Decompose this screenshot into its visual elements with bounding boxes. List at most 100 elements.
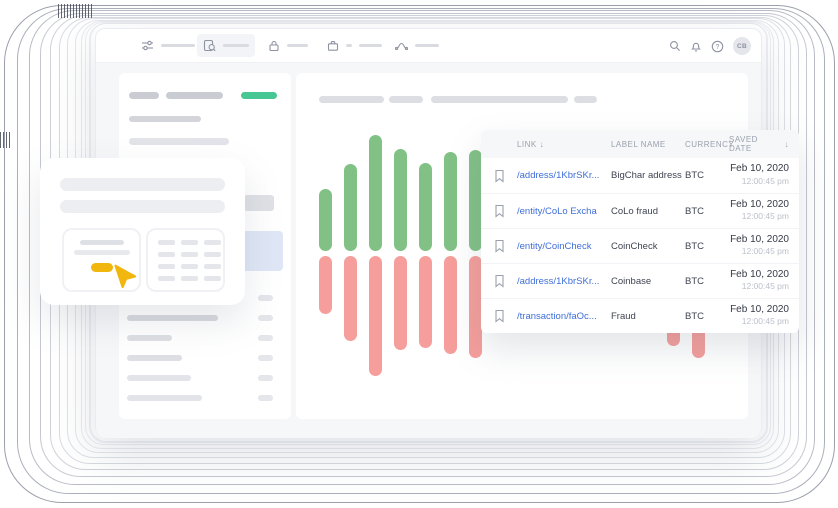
sort-down-icon[interactable]: ↓	[539, 139, 545, 149]
column-header-link[interactable]: LINK ↓	[517, 139, 545, 149]
chart-bar-up	[444, 152, 457, 251]
sidebar-value-pill	[258, 315, 273, 321]
row-date: Feb 10, 2020	[730, 268, 789, 280]
sidebar-skeleton-line	[129, 138, 229, 145]
card-skeleton-pill	[60, 200, 225, 213]
bookmark-icon[interactable]	[481, 169, 517, 183]
row-saved-date: Feb 10, 2020 12:00:45 pm	[729, 269, 799, 293]
bell-icon[interactable]	[690, 40, 702, 52]
row-saved-date: Feb 10, 2020 12:00:45 pm	[729, 199, 799, 223]
row-time: 12:00:45 pm	[741, 211, 789, 222]
row-link[interactable]: /transaction/faOc...	[517, 310, 597, 322]
nav-item-search-documents[interactable]	[197, 34, 255, 57]
row-time: 12:00:45 pm	[741, 281, 789, 292]
nav-label-skeleton	[346, 44, 352, 47]
row-label: BigChar address	[611, 170, 682, 181]
chart-bar-up	[419, 163, 432, 251]
bookmark-icon[interactable]	[481, 274, 517, 288]
nav-item-filters[interactable]	[135, 34, 201, 57]
nav-label-skeleton	[223, 44, 249, 47]
row-label: Fraud	[611, 310, 636, 322]
column-header-label-name[interactable]: LABEL NAME	[611, 139, 666, 149]
sidebar-skeleton-line	[127, 335, 172, 341]
sidebar-skeleton-line	[127, 315, 218, 321]
nav-label-skeleton	[161, 44, 195, 47]
table-row[interactable]: /entity/CoinCheck CoinCheck BTC Feb 10, …	[481, 228, 799, 263]
table-row[interactable]: /entity/CoLo Excha CoLo fraud BTC Feb 10…	[481, 193, 799, 228]
sidebar-skeleton-line	[127, 355, 182, 361]
nav-item-portfolio[interactable]	[321, 34, 388, 57]
sliders-icon	[141, 39, 154, 52]
sidebar-value-pill	[258, 335, 273, 341]
sidebar-skeleton-pill	[129, 92, 159, 99]
chart-bar-down	[319, 256, 332, 314]
chart-bar-up	[469, 150, 482, 251]
sidebar-skeleton-block	[244, 195, 274, 211]
nav-label-skeleton	[287, 44, 308, 47]
halftone-decoration	[58, 4, 92, 18]
row-currency: BTC	[685, 170, 704, 181]
row-label: Coinbase	[611, 275, 652, 287]
table-row[interactable]: /address/1KbrSKr... BigChar address BTC …	[481, 158, 799, 193]
table-row[interactable]: /transaction/faOc... Fraud BTC Feb 10, 2…	[481, 298, 799, 333]
table-header: LINK ↓ LABEL NAME CURRENCY SAVED DATE ↓	[481, 130, 799, 158]
row-time: 12:00:45 pm	[741, 316, 789, 327]
top-navigation-bar: ? CB	[96, 29, 761, 63]
cursor-icon	[114, 264, 137, 289]
bookmark-icon[interactable]	[481, 309, 517, 323]
chart-bar-up	[344, 164, 357, 251]
row-time: 12:00:45 pm	[741, 175, 789, 186]
bookmark-icon[interactable]	[481, 239, 517, 253]
option-card-table[interactable]	[146, 228, 225, 292]
chart-bar-up	[394, 149, 407, 251]
help-icon[interactable]: ?	[711, 40, 724, 53]
option-skeleton-line	[74, 250, 130, 255]
chart-bar-up	[319, 189, 332, 251]
chart-bar-down	[419, 256, 432, 348]
row-time: 12:00:45 pm	[741, 246, 789, 257]
row-date: Feb 10, 2020	[730, 303, 789, 315]
row-link[interactable]: /address/1KbrSKr...	[517, 170, 600, 181]
sort-down-icon[interactable]: ↓	[784, 139, 789, 149]
sidebar-skeleton-pill	[166, 92, 223, 99]
svg-text:?: ?	[716, 44, 720, 51]
sidebar-skeleton-line	[127, 395, 202, 401]
user-avatar[interactable]: CB	[733, 37, 751, 55]
row-date: Feb 10, 2020	[730, 163, 789, 175]
row-link[interactable]: /entity/CoinCheck	[517, 240, 592, 252]
row-link[interactable]: /address/1KbrSKr...	[517, 275, 600, 287]
main-skeleton-pill	[389, 96, 423, 103]
column-header-saved-date[interactable]: SAVED DATE ↓	[729, 135, 789, 153]
chart-bar-down	[444, 256, 457, 354]
column-header-currency[interactable]: CURRENCY	[685, 139, 735, 149]
nav-label-skeleton	[359, 44, 382, 47]
row-currency: BTC	[685, 310, 704, 322]
nav-label-skeleton	[415, 44, 439, 47]
row-currency: BTC	[685, 205, 704, 217]
card-skeleton-pill	[60, 178, 225, 191]
main-skeleton-pill	[431, 96, 568, 103]
row-date: Feb 10, 2020	[730, 233, 789, 245]
table-row[interactable]: /address/1KbrSKr... Coinbase BTC Feb 10,…	[481, 263, 799, 298]
highlighted-action-pill[interactable]	[91, 263, 113, 272]
search-icon[interactable]	[669, 40, 681, 52]
halftone-decoration	[0, 132, 11, 148]
nav-item-security[interactable]	[262, 34, 314, 57]
sidebar-accent-pill	[241, 92, 277, 99]
chart-bar-down	[394, 256, 407, 350]
floating-tooltip-card	[40, 158, 245, 305]
route-icon	[395, 40, 408, 52]
saved-links-table: LINK ↓ LABEL NAME CURRENCY SAVED DATE ↓ /a…	[481, 130, 799, 333]
row-link[interactable]: /entity/CoLo Excha	[517, 205, 597, 217]
chart-bar-up	[369, 135, 382, 251]
chart-bar-down	[369, 256, 382, 376]
sidebar-value-pill	[258, 295, 273, 301]
option-card-selected[interactable]	[62, 228, 141, 292]
main-skeleton-pill	[574, 96, 597, 103]
chart-bar-down	[469, 256, 482, 358]
bookmark-icon[interactable]	[481, 204, 517, 218]
sidebar-skeleton-line	[127, 375, 191, 381]
sidebar-value-pill	[258, 395, 273, 401]
nav-item-flows[interactable]	[389, 34, 445, 57]
